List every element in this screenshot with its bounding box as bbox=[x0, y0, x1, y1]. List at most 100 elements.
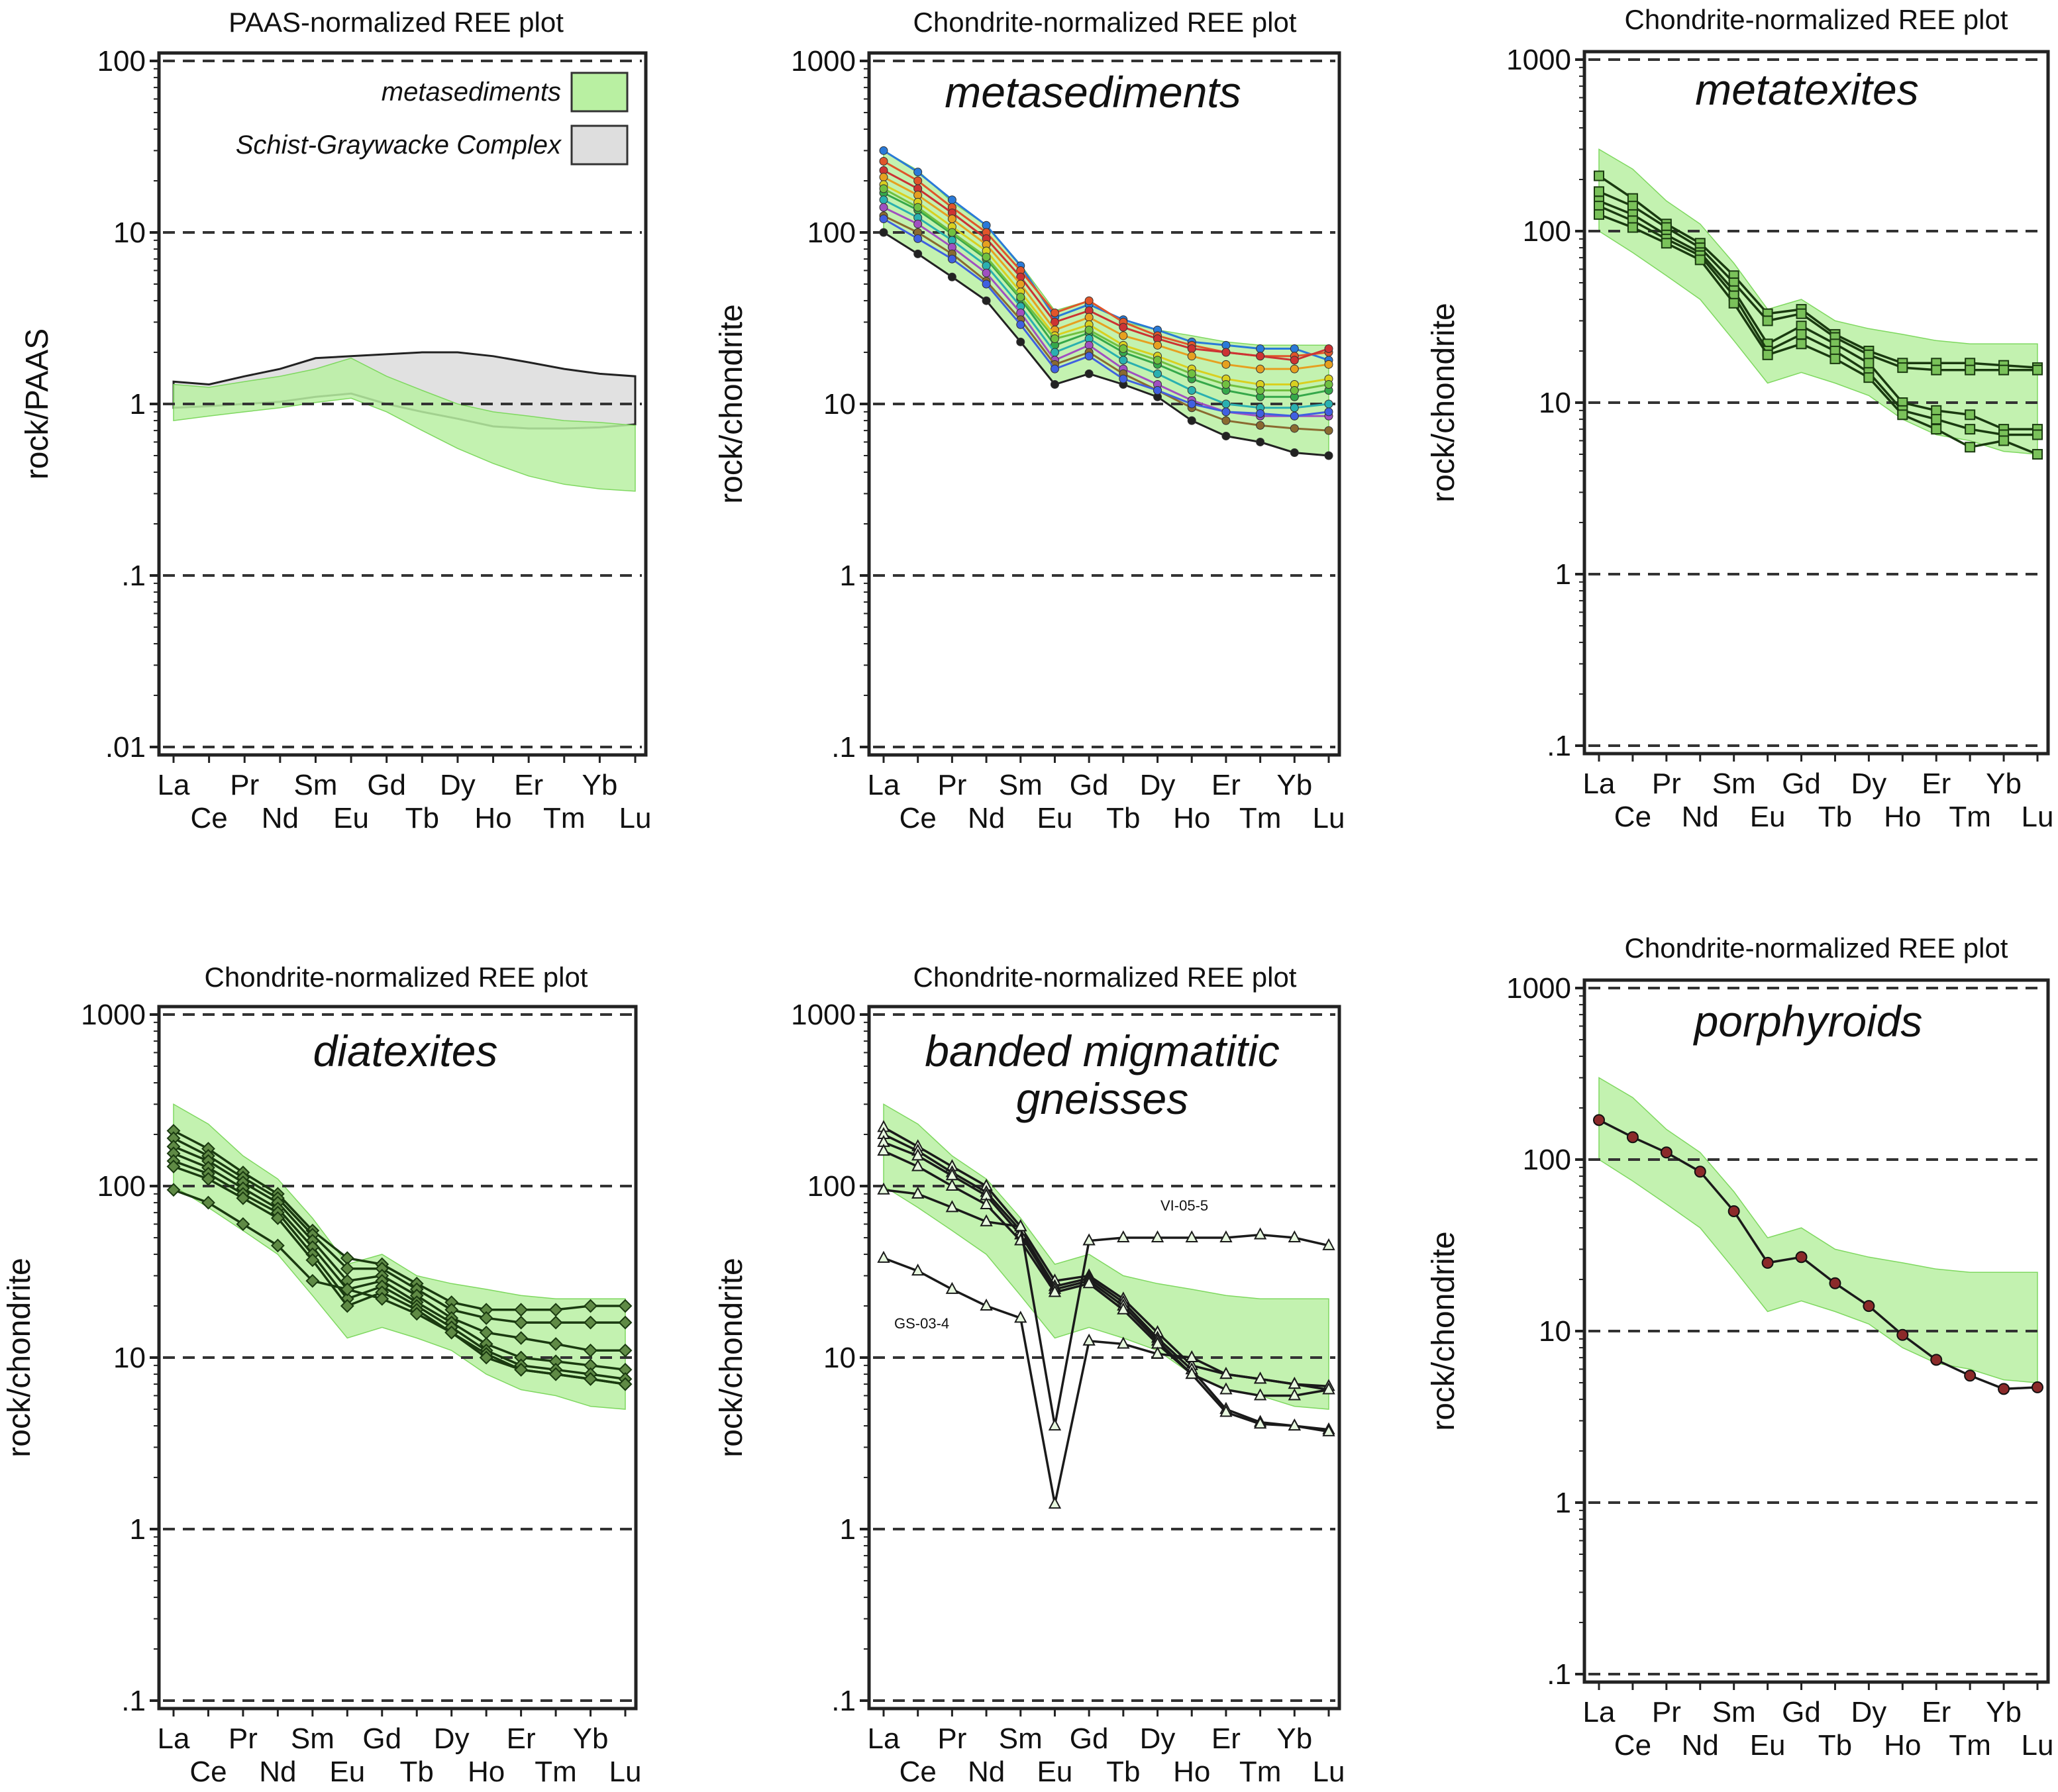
series-line bbox=[883, 1150, 1329, 1397]
y-tick-label: 10 bbox=[113, 217, 146, 249]
x-tick-label-tm: Tm bbox=[1949, 1729, 1991, 1762]
series-line bbox=[883, 231, 1329, 457]
data-point bbox=[1931, 405, 1942, 416]
data-point bbox=[1187, 399, 1196, 409]
x-tick-label-tm: Tm bbox=[1949, 801, 1991, 833]
series-sample-7 bbox=[166, 1183, 633, 1391]
x-tick-label-ho: Ho bbox=[468, 1756, 505, 1788]
data-point bbox=[1288, 1388, 1301, 1401]
data-point bbox=[1965, 364, 1976, 375]
data-point bbox=[911, 1264, 925, 1276]
x-tick-label-er: Er bbox=[1211, 1722, 1241, 1755]
data-point bbox=[1964, 1369, 1977, 1382]
data-point bbox=[1221, 348, 1231, 357]
x-tick-label-la: La bbox=[868, 769, 900, 801]
data-point bbox=[584, 1299, 597, 1313]
data-point bbox=[201, 1195, 215, 1210]
data-point bbox=[982, 268, 991, 277]
x-tick-label-tm: Tm bbox=[1239, 1756, 1282, 1788]
x-tick-label-ce: Ce bbox=[1614, 801, 1651, 833]
data-point bbox=[548, 1337, 563, 1351]
series-sample-4 bbox=[877, 1144, 1335, 1401]
chart-diatexites: Chondrite-normalized REE plot 1000 100 10 1.… bbox=[2, 962, 641, 1788]
data-point bbox=[1048, 1285, 1062, 1297]
y-tick-label: 10 bbox=[1539, 1315, 1571, 1348]
data-point bbox=[1796, 338, 1807, 350]
data-point bbox=[879, 146, 888, 155]
data-point bbox=[1219, 1366, 1233, 1379]
x-tick-label-gd: Gd bbox=[1070, 769, 1109, 801]
data-point bbox=[1253, 1227, 1267, 1240]
data-point bbox=[1016, 320, 1025, 329]
data-point bbox=[1119, 374, 1128, 383]
data-point bbox=[1185, 1350, 1198, 1362]
x-tick-label-pr: Pr bbox=[1652, 1696, 1681, 1728]
chart-title: Chondrite-normalized REE plot bbox=[205, 962, 588, 993]
data-point bbox=[982, 252, 991, 262]
data-point bbox=[1288, 1230, 1301, 1242]
data-point bbox=[913, 203, 923, 212]
data-point bbox=[1256, 364, 1265, 373]
data-point bbox=[618, 1343, 633, 1358]
data-point bbox=[1084, 325, 1094, 334]
x-tick-label-sm: Sm bbox=[1712, 768, 1756, 800]
panel-label: gneisses bbox=[1016, 1074, 1189, 1123]
panel-label: metatexites bbox=[1695, 65, 1918, 114]
data-point bbox=[1187, 352, 1196, 361]
data-point bbox=[1221, 416, 1231, 425]
data-point bbox=[1221, 431, 1231, 440]
x-tick-label-er: Er bbox=[1211, 769, 1241, 801]
data-point bbox=[1084, 296, 1094, 305]
data-point bbox=[1117, 1302, 1130, 1315]
panel-label: metasediments bbox=[945, 68, 1241, 117]
y-tick-label: .1 bbox=[831, 731, 856, 764]
data-point bbox=[1153, 369, 1162, 378]
series-porphyroid bbox=[1593, 1114, 2043, 1395]
data-point bbox=[340, 1299, 354, 1313]
data-point bbox=[1727, 1205, 1740, 1217]
x-tick-label-ce: Ce bbox=[190, 802, 227, 834]
data-point bbox=[980, 1197, 993, 1209]
series-line bbox=[883, 183, 1329, 385]
x-tick-label-pr: Pr bbox=[229, 1722, 258, 1755]
series-line bbox=[1598, 205, 2037, 436]
x-tick-label-gd: Gd bbox=[1782, 768, 1821, 800]
data-point bbox=[1082, 1276, 1096, 1289]
y-axis-label: rock/chondrite bbox=[1426, 303, 1461, 502]
data-point bbox=[1324, 399, 1333, 409]
y-tick-label: .01 bbox=[105, 731, 146, 764]
data-point bbox=[1594, 170, 1604, 181]
series-sample-11 bbox=[879, 184, 1333, 395]
x-tick-label-nd: Nd bbox=[262, 802, 299, 834]
data-point bbox=[1050, 334, 1059, 344]
data-point bbox=[584, 1371, 597, 1386]
data-point bbox=[1187, 344, 1196, 354]
data-point bbox=[877, 1250, 890, 1263]
data-point bbox=[1084, 340, 1094, 350]
x-tick-label-ce: Ce bbox=[189, 1756, 227, 1788]
data-point bbox=[1119, 344, 1128, 354]
data-point bbox=[1661, 238, 1672, 249]
data-point bbox=[947, 228, 956, 237]
y-tick-label: .1 bbox=[1547, 1658, 1571, 1691]
y-tick-label: 10 bbox=[823, 1342, 856, 1374]
x-tick-label-ce: Ce bbox=[1614, 1729, 1651, 1762]
data-point bbox=[1221, 360, 1231, 369]
x-tick-label-dy: Dy bbox=[1851, 768, 1886, 800]
data-point bbox=[1016, 337, 1025, 346]
data-point bbox=[1998, 364, 2010, 375]
chart-title: Chondrite-normalized REE plot bbox=[1625, 932, 2008, 964]
chart-title: PAAS-normalized REE plot bbox=[229, 7, 564, 38]
x-tick-label-sm: Sm bbox=[999, 769, 1043, 801]
data-point bbox=[1048, 1418, 1062, 1431]
data-point bbox=[1863, 372, 1875, 383]
data-point bbox=[1762, 349, 1773, 360]
x-tick-label-nd: Nd bbox=[1682, 1729, 1719, 1762]
series-sample-2 bbox=[166, 1131, 633, 1330]
data-point bbox=[1290, 344, 1299, 354]
y-tick-label: 10 bbox=[113, 1342, 146, 1374]
data-point bbox=[584, 1343, 597, 1358]
data-point bbox=[1050, 308, 1059, 317]
y-tick-label: 1 bbox=[840, 1513, 856, 1546]
data-point bbox=[879, 184, 888, 193]
